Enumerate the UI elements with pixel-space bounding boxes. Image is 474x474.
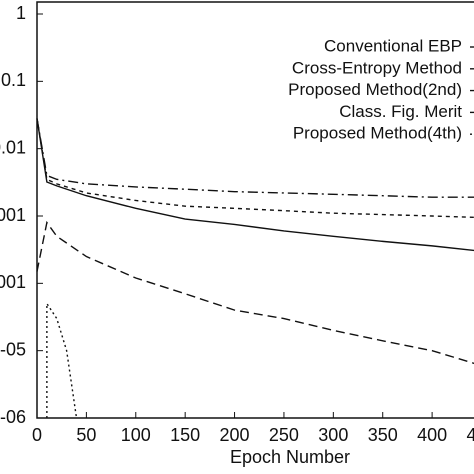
x-tick-label: 450: [466, 425, 474, 445]
x-tick-label: 250: [269, 425, 299, 445]
legend-label: Conventional EBP: [324, 36, 462, 55]
plot-frame: [36, 1, 474, 419]
x-tick-label: 400: [417, 425, 447, 445]
y-tick-label: 0.001: [0, 205, 26, 225]
y-tick-label: 1e-05: [0, 339, 26, 359]
x-tick-label: 100: [121, 425, 151, 445]
x-tick-label: 300: [318, 425, 348, 445]
y-tick-label: 1e-06: [0, 407, 26, 427]
x-tick-label: 200: [220, 425, 250, 445]
legend-label: Class. Fig. Merit: [339, 102, 462, 121]
x-tick-label: 0: [32, 425, 42, 445]
x-tick-label: 350: [368, 425, 398, 445]
series-line: [36, 118, 474, 198]
legend-label: Proposed Method(4th): [293, 124, 462, 143]
y-tick-label: 0.1: [1, 70, 26, 90]
legend-label: Cross-Entropy Method: [292, 58, 462, 77]
x-tick-label: 150: [170, 425, 200, 445]
series-line: [36, 118, 474, 252]
series-line: [46, 301, 78, 419]
legend-label: Proposed Method(2nd): [288, 80, 462, 99]
series-line: [36, 118, 474, 218]
x-axis-label: Epoch Number: [230, 447, 350, 467]
x-tick-label: 50: [76, 425, 96, 445]
series-line: [36, 220, 474, 365]
y-tick-label: 1: [16, 3, 26, 23]
y-tick-label: 0.0001: [0, 272, 26, 292]
y-tick-label: 0.01: [0, 137, 26, 157]
